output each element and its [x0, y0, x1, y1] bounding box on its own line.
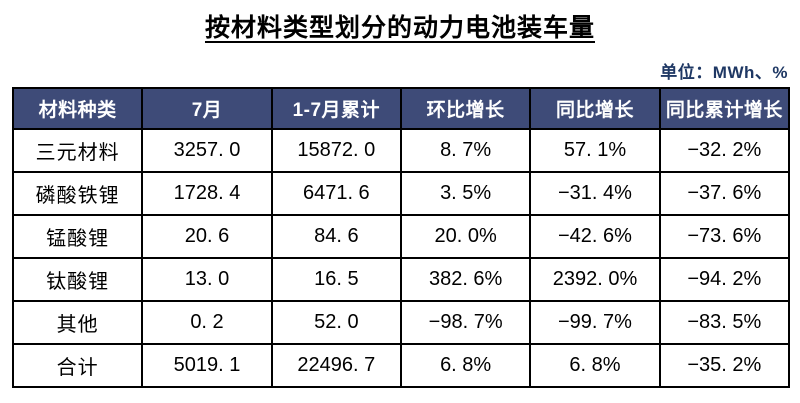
- material-label: 合计: [11, 343, 144, 388]
- value-cell: 6. 8%: [529, 343, 661, 388]
- value-cell: 22496. 7: [270, 343, 402, 388]
- value-cell: 8. 7%: [399, 128, 532, 173]
- value-cell: −83. 5%: [658, 300, 791, 345]
- value-cell: −32. 2%: [658, 128, 791, 173]
- table-row: 锰酸锂 20. 6 84. 6 20. 0% −42. 6% −73. 6%: [11, 214, 791, 259]
- value-cell: 57. 1%: [529, 128, 661, 173]
- unit-label: 单位：MWh、%: [660, 63, 788, 82]
- value-cell: −37. 6%: [658, 171, 791, 216]
- value-cell: 3257. 0: [141, 128, 273, 173]
- material-label: 钛酸锂: [11, 257, 144, 302]
- value-cell: −73. 6%: [658, 214, 791, 259]
- material-label: 磷酸铁锂: [11, 171, 144, 216]
- value-cell: 5019. 1: [141, 343, 273, 388]
- material-label: 锰酸锂: [11, 214, 144, 259]
- battery-table: 材料种类 7月 1-7月累计 环比增长 同比增长 同比累计增长 三元材料 3257. 0 15…: [11, 87, 791, 388]
- page-title: 按材料类型划分的动力电池装车量: [204, 14, 595, 42]
- column-header-1: 7月: [141, 87, 273, 130]
- value-cell: −98. 7%: [399, 300, 532, 345]
- value-cell: 382. 6%: [399, 257, 532, 302]
- value-cell: 1728. 4: [141, 171, 273, 216]
- table-header: 材料种类 7月 1-7月累计 环比增长 同比增长 同比累计增长: [11, 87, 791, 130]
- column-header-2: 1-7月累计: [270, 87, 402, 130]
- value-cell: −99. 7%: [529, 300, 661, 345]
- table-row: 合计 5019. 1 22496. 7 6. 8% 6. 8% −35. 2%: [11, 343, 791, 388]
- value-cell: −31. 4%: [529, 171, 661, 216]
- value-cell: 13. 0: [141, 257, 273, 302]
- value-cell: 20. 6: [141, 214, 273, 259]
- value-cell: 6471. 6: [270, 171, 402, 216]
- column-header-4: 同比增长: [529, 87, 661, 130]
- value-cell: 16. 5: [270, 257, 402, 302]
- table-body: 三元材料 3257. 0 15872. 0 8. 7% 57. 1% −32. 2% 磷酸铁…: [11, 128, 791, 388]
- value-cell: 2392. 0%: [529, 257, 661, 302]
- value-cell: −35. 2%: [658, 343, 791, 388]
- column-header-0: 材料种类: [11, 87, 144, 130]
- value-cell: 0. 2: [141, 300, 273, 345]
- value-cell: 52. 0: [270, 300, 402, 345]
- table-row: 磷酸铁锂 1728. 4 6471. 6 3. 5% −31. 4% −37. 6%: [11, 171, 791, 216]
- header-row: 材料种类 7月 1-7月累计 环比增长 同比增长 同比累计增长: [11, 87, 791, 130]
- value-cell: −94. 2%: [658, 257, 791, 302]
- value-cell: 20. 0%: [399, 214, 532, 259]
- value-cell: 3. 5%: [399, 171, 532, 216]
- table-row: 其他 0. 2 52. 0 −98. 7% −99. 7% −83. 5%: [11, 300, 791, 345]
- table-row: 钛酸锂 13. 0 16. 5 382. 6% 2392. 0% −94. 2%: [11, 257, 791, 302]
- material-label: 三元材料: [11, 128, 144, 173]
- value-cell: −42. 6%: [529, 214, 661, 259]
- value-cell: 84. 6: [270, 214, 402, 259]
- value-cell: 6. 8%: [399, 343, 532, 388]
- material-label: 其他: [11, 300, 144, 345]
- column-header-3: 环比增长: [399, 87, 532, 130]
- value-cell: 15872. 0: [270, 128, 402, 173]
- table-row: 三元材料 3257. 0 15872. 0 8. 7% 57. 1% −32. 2%: [11, 128, 791, 173]
- column-header-5: 同比累计增长: [658, 87, 791, 130]
